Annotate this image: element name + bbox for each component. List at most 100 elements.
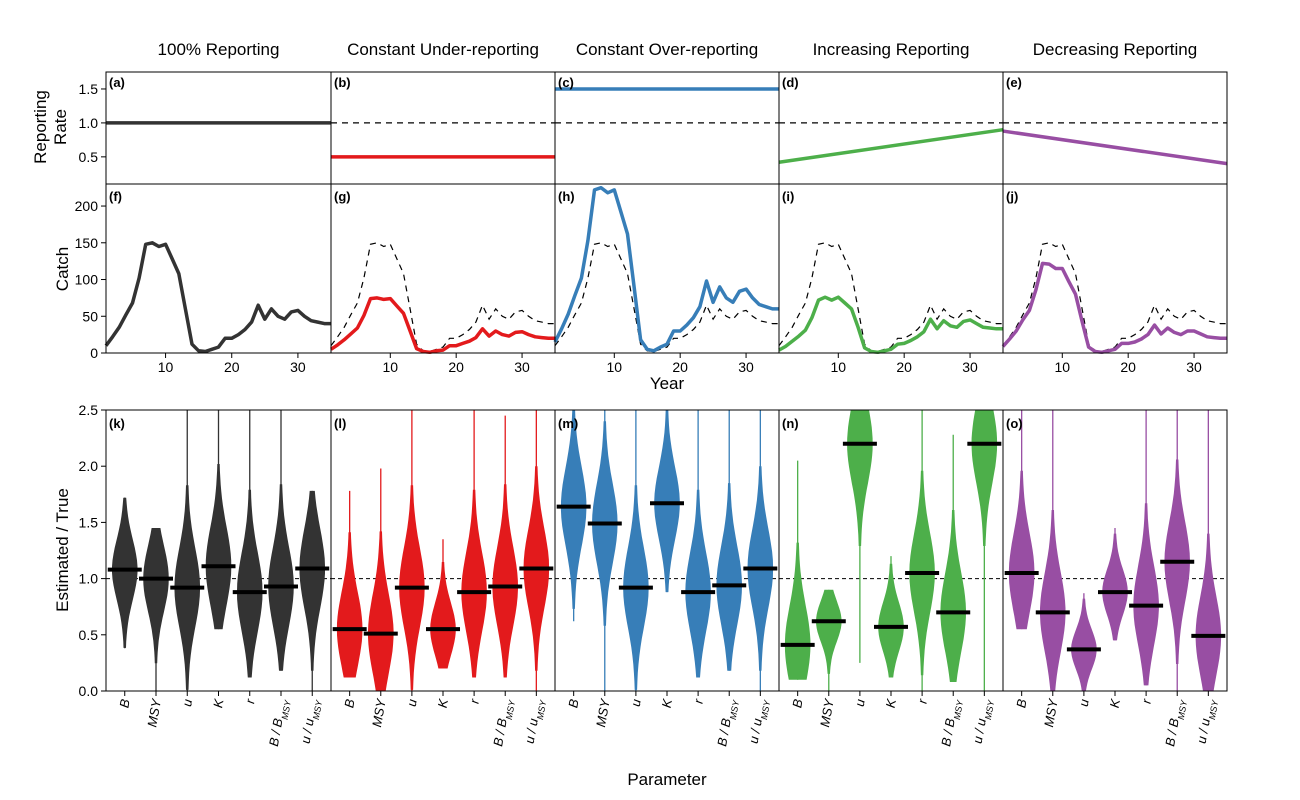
violin-body <box>784 542 811 680</box>
rate-panel-frame <box>330 71 556 185</box>
panel-letter: (k) <box>109 416 125 431</box>
ratio-ytick-label: 1.0 <box>79 571 99 587</box>
parameter-xtick-label: u / uMSY <box>970 697 997 745</box>
true-catch-line <box>554 242 779 353</box>
true-catch-line <box>778 242 1003 353</box>
panel-letter: (m) <box>558 416 578 431</box>
year-xtick-label: 30 <box>962 359 978 375</box>
parameter-label-main: r <box>242 697 258 705</box>
catch-row: 0 50 100 150 200 (f) 10 20 30 (g) 10 20 30 (h) 10 20 30 (… <box>75 183 1228 375</box>
catch-panel-frame <box>330 183 556 354</box>
violin-body <box>492 484 518 678</box>
parameter-label-main: MSY <box>817 697 837 729</box>
parameter-label-subscript: MSY <box>1207 699 1220 721</box>
parameter-label-main: r <box>467 697 483 705</box>
parameter-label-subscript: MSY <box>504 699 517 721</box>
violin-body <box>654 410 680 593</box>
reported-catch-line <box>553 185 779 353</box>
violin-body <box>685 489 711 678</box>
ratio-ytick-label: 0.5 <box>79 627 99 643</box>
parameter-xtick-label: MSY <box>369 697 389 729</box>
parameter-xtick-label: u <box>404 698 420 708</box>
parameter-xtick-label: K <box>210 697 227 709</box>
column-title: 100% Reporting <box>158 40 280 59</box>
violin-body <box>1133 503 1159 686</box>
ratio-ytick-label: 0.0 <box>79 683 99 699</box>
violin-body <box>816 589 842 674</box>
year-xtick-label: 30 <box>290 359 306 375</box>
rate-ylabel-line1: Reporting <box>31 90 50 164</box>
violin-body <box>971 410 998 546</box>
parameter-label-main: r <box>1139 697 1155 705</box>
year-xtick-label: 30 <box>1186 359 1202 375</box>
violin-body <box>716 483 742 671</box>
parameter-xtick-label: MSY <box>1041 697 1061 729</box>
reported-catch-line <box>330 296 555 355</box>
panel-letter: (g) <box>334 189 351 204</box>
parameter-label-main: r <box>915 697 931 705</box>
catch-ytick-label: 0 <box>90 345 98 361</box>
panel-letter: (c) <box>558 75 574 90</box>
catch-ylabel: Catch <box>53 247 72 291</box>
violin-body <box>268 484 294 671</box>
year-xtick-label: 10 <box>158 359 174 375</box>
parameter-xtick-label: r <box>467 697 483 705</box>
violin-body <box>237 489 263 678</box>
parameter-label-main: MSY <box>1041 697 1061 729</box>
violin-body <box>112 497 138 648</box>
rate-ytick-label: 1.0 <box>79 115 99 131</box>
parameter-xtick-label: r <box>242 697 258 705</box>
year-xtick-label: 10 <box>383 359 399 375</box>
violin-body <box>1040 510 1066 691</box>
violin-body <box>336 532 363 678</box>
parameter-xtick-label: B / BMSY <box>1162 697 1189 748</box>
panel-letter: (o) <box>1006 416 1023 431</box>
parameter-xtick-label: B / BMSY <box>714 697 741 748</box>
reported-catch-line <box>778 295 1003 355</box>
violin-body <box>1195 533 1222 691</box>
parameter-label-main: MSY <box>593 697 613 729</box>
violin-body <box>143 528 169 664</box>
parameter-label-main: B / B <box>714 717 734 748</box>
year-xtick-label: 20 <box>448 359 464 375</box>
parameter-label-main: u / u <box>522 717 541 745</box>
parameter-label-main: MSY <box>369 697 389 729</box>
parameter-xtick-label: r <box>691 697 707 705</box>
year-xtick-label: 20 <box>1120 359 1136 375</box>
parameter-label-main: u <box>628 698 644 708</box>
parameter-label-main: K <box>210 697 227 709</box>
parameter-label-main: u <box>404 698 420 708</box>
parameter-label-main: u / u <box>746 717 765 745</box>
parameter-label-main: u <box>179 698 195 708</box>
year-xtick-label: 20 <box>896 359 912 375</box>
parameter-xtick-label: B <box>789 698 805 709</box>
parameter-xtick-label: B / BMSY <box>938 697 965 748</box>
violin-body <box>299 490 325 671</box>
ratio-ytick-label: 2.5 <box>79 402 99 418</box>
catch-panel-frame <box>1002 183 1228 354</box>
ratio-panel-frame <box>1002 409 1228 692</box>
year-xtick-label: 10 <box>831 359 847 375</box>
parameter-label-subscript: MSY <box>280 699 293 721</box>
catch-panel-frame <box>554 183 780 354</box>
violin-body <box>205 464 232 630</box>
parameter-label-subscript: MSY <box>952 699 965 721</box>
parameter-label-main: u / u <box>298 717 317 745</box>
violin-body <box>1102 533 1128 641</box>
parameter-label-subscript: MSY <box>759 699 772 721</box>
true-catch-line <box>330 242 555 353</box>
parameter-label-main: B <box>565 698 581 709</box>
reporting-rate-line <box>1002 129 1228 166</box>
parameter-label-subscript: MSY <box>983 699 996 721</box>
parameter-xtick-label: B <box>1013 698 1029 709</box>
column-titles: 100% Reporting Constant Under-reporting Co… <box>158 40 1198 59</box>
year-xtick-label: 10 <box>607 359 623 375</box>
panel-letter: (a) <box>109 75 125 90</box>
violin-body <box>940 510 966 682</box>
panel-letter: (e) <box>1006 75 1022 90</box>
parameter-label-main: u <box>852 698 868 708</box>
violin-body <box>1071 598 1097 691</box>
rate-ylabel-line2: Rate <box>51 109 70 145</box>
ratio-ylabel: Estimated / True <box>53 488 72 612</box>
